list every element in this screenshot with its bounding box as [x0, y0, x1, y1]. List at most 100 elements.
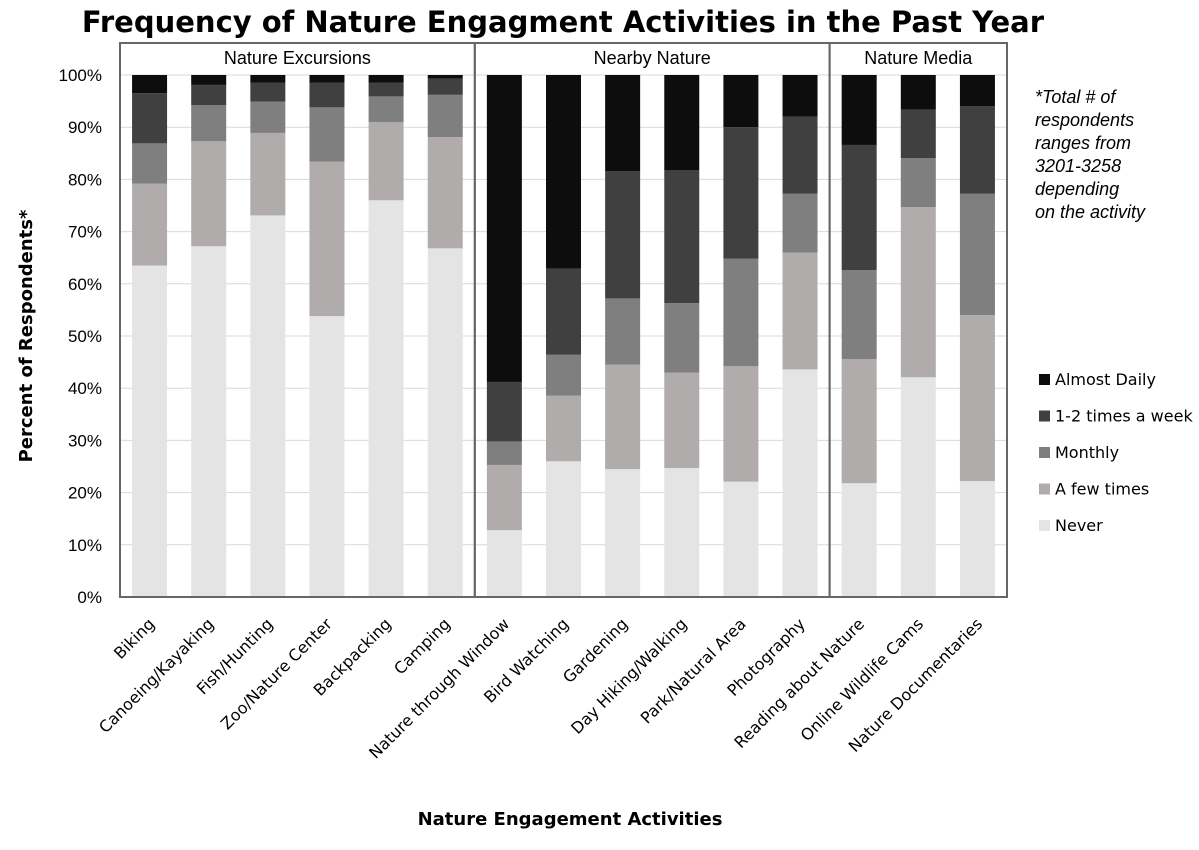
y-tick-label: 0%: [77, 588, 102, 607]
bar-segment: [546, 75, 581, 269]
y-tick-label: 10%: [68, 536, 102, 555]
y-tick-label: 90%: [68, 118, 102, 137]
y-tick-label: 20%: [68, 484, 102, 503]
x-tick-label: Zoo/Nature Center: [217, 614, 336, 733]
note-line: respondents: [1035, 110, 1134, 130]
bar-segment: [368, 82, 404, 97]
legend: Almost Daily 1-2 times a week Monthly A few…: [1039, 370, 1193, 535]
bar-segment: [841, 358, 877, 484]
bar-segment: [605, 171, 641, 299]
bar-segment: [486, 441, 522, 465]
bar-segment: [132, 93, 168, 144]
bar-segment: [132, 265, 168, 597]
x-tick-label: Park/Natural Area: [637, 614, 750, 727]
bar-segment: [486, 464, 522, 531]
bars: [132, 75, 995, 597]
bar-segment: [427, 248, 463, 597]
bar-segment: [250, 132, 286, 216]
bar-segment: [959, 75, 995, 107]
legend-label: Monthly: [1055, 443, 1119, 462]
y-tick-label: 50%: [68, 327, 102, 346]
panels: Nature Excursions Nearby Nature Nature Med…: [119, 42, 1008, 598]
bar-segment: [900, 207, 936, 378]
bar-segment: [191, 75, 227, 85]
y-tick-label: 70%: [68, 223, 102, 242]
bar-segment: [546, 395, 581, 462]
note-line: ranges from: [1035, 133, 1131, 153]
panel-label: Nature Media: [864, 48, 973, 68]
bar-segment: [191, 105, 227, 142]
bar-segment: [427, 137, 463, 249]
bar-segment: [191, 141, 227, 247]
note-line: *Total # of: [1035, 87, 1117, 107]
x-tick-label: Day Hiking/Walking: [567, 614, 690, 737]
panel-label: Nature Excursions: [224, 48, 371, 68]
bar-segment: [782, 75, 818, 117]
y-tick-label: 80%: [68, 170, 102, 189]
legend-label: 1-2 times a week: [1055, 407, 1193, 426]
chart-title: Frequency of Nature Engagment Activities…: [82, 5, 1045, 39]
bar-segment: [723, 481, 759, 597]
bar-segment: [191, 84, 227, 106]
legend-swatch: [1039, 447, 1050, 458]
note-line: 3201-3258: [1035, 156, 1121, 176]
bar-segment: [723, 75, 759, 128]
bar-segment: [959, 193, 995, 316]
bar-segment: [723, 366, 759, 482]
legend-swatch: [1039, 483, 1050, 495]
y-tick-label: 30%: [68, 431, 102, 450]
legend-label: Never: [1055, 516, 1103, 535]
bar-segment: [191, 246, 227, 597]
bar-segment: [605, 469, 641, 597]
y-tick-label: 100%: [59, 66, 102, 85]
bar-segment: [368, 75, 404, 83]
bar-segment: [900, 75, 936, 110]
bar-segment: [841, 75, 877, 145]
legend-label: A few times: [1055, 480, 1149, 499]
x-tick-label: Biking: [110, 614, 158, 662]
bar-segment: [546, 268, 581, 355]
legend-swatch: [1039, 374, 1050, 385]
respondents-note: *Total # of respondents ranges from 3201-32…: [1035, 87, 1146, 222]
bar-segment: [427, 78, 463, 95]
bar-segment: [309, 107, 345, 162]
bar-segment: [782, 193, 818, 253]
bar-segment: [664, 75, 700, 171]
bar-segment: [841, 483, 877, 597]
bar-segment: [368, 121, 404, 201]
bar-segment: [250, 75, 286, 83]
y-axis-title: Percent of Respondents*: [16, 209, 37, 462]
bar-segment: [664, 170, 700, 304]
bar-segment: [132, 75, 168, 94]
bar-segment: [368, 200, 404, 597]
y-axis-ticks: 0% 10% 20% 30% 40% 50% 60% 70% 80% 90% 100%: [59, 66, 102, 607]
bar-segment: [959, 315, 995, 482]
bar-segment: [782, 369, 818, 597]
bar-segment: [605, 75, 641, 172]
bar-segment: [664, 468, 700, 597]
bar-segment: [546, 354, 581, 396]
bar-segment: [900, 157, 936, 208]
bar-segment: [309, 316, 345, 597]
bar-segment: [486, 530, 522, 597]
legend-swatch: [1039, 410, 1050, 422]
bar-segment: [250, 82, 286, 102]
bar-segment: [782, 252, 818, 370]
bar-segment: [309, 82, 345, 108]
y-tick-label: 60%: [68, 275, 102, 294]
bar-segment: [309, 161, 345, 317]
panel-label: Nearby Nature: [594, 48, 711, 68]
bar-segment: [900, 109, 936, 158]
y-tick-label: 40%: [68, 379, 102, 398]
bar-segment: [427, 94, 463, 138]
bar-segment: [250, 101, 286, 133]
bar-segment: [368, 96, 404, 122]
bar-segment: [605, 298, 641, 365]
bar-segment: [605, 364, 641, 470]
bar-segment: [723, 127, 759, 259]
bar-segment: [250, 215, 286, 597]
bar-segment: [900, 377, 936, 597]
panel-frame: [828, 42, 1008, 598]
note-line: depending: [1035, 179, 1119, 199]
note-line: on the activity: [1035, 202, 1146, 222]
